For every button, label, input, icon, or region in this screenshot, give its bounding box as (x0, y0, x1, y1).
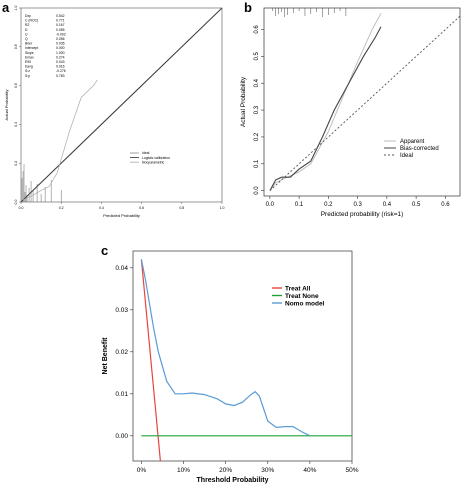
y-tick-label: 0.5 (254, 52, 260, 61)
y-tick-label: 0.6 (14, 83, 18, 88)
x-tick-label: 20% (219, 467, 232, 474)
stat-value: 0.274 (56, 55, 65, 59)
stat-value: 0.055 (56, 28, 65, 32)
series-line-0 (269, 13, 382, 191)
x-tick-label: 1.0 (220, 206, 225, 210)
y-tick-label: 0.01 (115, 391, 128, 398)
y-tick-label: 0.0 (14, 200, 18, 205)
stat-value: 0.035 (56, 42, 65, 46)
series-line-1 (20, 7, 223, 203)
y-tick-label: 0.00 (115, 433, 128, 440)
stat-value: 0.167 (56, 23, 65, 27)
stat-value: 0.056 (56, 37, 65, 41)
legend-label: Ideal (400, 153, 413, 159)
series-line-2 (269, 15, 461, 191)
legend-label: Treat None (285, 293, 319, 300)
x-tick-label: 0.1 (295, 202, 304, 208)
x-tick-label: 0% (137, 467, 147, 474)
stat-label: C (ROC) (25, 19, 38, 23)
stat-label: S:p (25, 74, 30, 78)
stat-label: Q (25, 37, 28, 41)
stat-label: Brier (25, 42, 33, 46)
stat-value: 0.542 (56, 14, 65, 18)
stat-label: E90 (25, 60, 31, 64)
y-tick-label: 0.02 (115, 349, 128, 356)
x-tick-label: 0.5 (412, 202, 421, 208)
y-tick-label: 0.2 (14, 161, 18, 166)
legend-label: Logistic calibration (142, 156, 170, 160)
legend-label: Treat All (285, 285, 311, 292)
series-line-0 (140, 259, 161, 461)
stat-label: D (25, 28, 28, 32)
x-tick-label: 50% (345, 467, 358, 474)
x-tick-label: 0.4 (99, 206, 104, 210)
stat-value: 0.783 (56, 74, 65, 78)
calibration-chart-b: 0.0 0.1 0.2 0.3 0.4 0.5 0.6 0.0 0.1 0.2 0.3 0.4 0.5 0… (240, 7, 461, 218)
legend-label: Nonparametric (142, 160, 165, 164)
x-tick-label: 30% (261, 467, 274, 474)
x-tick-label: 0.2 (59, 206, 64, 210)
plot-frame (132, 250, 353, 462)
stat-label: Emax (25, 55, 34, 59)
panel-label-c: c (101, 243, 109, 258)
stat-value: 0.016 (56, 65, 65, 69)
x-tick-label: 0.4 (383, 202, 392, 208)
stat-value: 0.771 (56, 19, 65, 23)
x-tick-label: 0.6 (139, 206, 144, 210)
y-tick-label: 0.0 (254, 186, 260, 195)
plot-frame (20, 7, 223, 203)
y-tick-label: 1.0 (14, 6, 18, 11)
y-tick-label: 0.3 (254, 105, 260, 114)
stat-label: R2 (25, 23, 29, 27)
legend-label: Nomo model (285, 300, 325, 307)
decision-curve-chart-c: 0% 10% 20% 30% 40% 50% 0.00 0.01 0.02 0.03 0.04 Thr… (102, 250, 359, 484)
calibration-chart-a: 0.0 0.2 0.4 0.6 0.8 1.0 0.0 0.2 0.4 0.6 0.8 1.0 Pred… (4, 6, 225, 218)
plot-frame (263, 7, 461, 197)
y-tick-label: 0.6 (254, 25, 260, 34)
series-line-2 (140, 259, 311, 437)
x-tick-label: 10% (177, 467, 190, 474)
stat-value: 1.000 (56, 51, 65, 55)
y-axis-label: Actual Probability (240, 76, 247, 127)
x-tick-label: 0.0 (19, 206, 24, 210)
x-tick-label: 40% (303, 467, 316, 474)
y-tick-label: 0.4 (254, 78, 260, 87)
x-axis-label: Predicted probability (risk=1) (321, 211, 404, 218)
series-line-1 (269, 26, 382, 191)
y-tick-label: 0.1 (254, 159, 260, 168)
y-tick-label: 0.03 (115, 307, 128, 314)
legend-label: Ideal (142, 151, 150, 155)
panel-label-b: b (244, 0, 252, 15)
stat-label: Dxy (25, 14, 31, 18)
y-tick-label: 0.04 (115, 265, 128, 272)
stat-label: Slope (25, 51, 34, 55)
stat-label: Eavg (25, 65, 33, 69)
series-line-2 (22, 79, 98, 201)
y-tick-label: 0.4 (14, 122, 18, 127)
stat-label: U (25, 32, 28, 36)
panel-label-a: a (2, 0, 10, 15)
x-axis-label: Threshold Probability (197, 477, 269, 484)
legend-label: Apparent (400, 139, 425, 145)
x-tick-label: 0.8 (179, 206, 184, 210)
x-tick-label: 0.6 (441, 202, 450, 208)
x-axis-label: Predicted Probability (103, 213, 140, 218)
y-axis-label: Actual Probability (4, 90, 9, 121)
x-tick-label: 0.3 (353, 202, 362, 208)
y-axis-label: Net Benefit (102, 337, 109, 375)
x-tick-label: 0.0 (266, 202, 275, 208)
y-tick-label: 0.2 (254, 132, 260, 141)
legend-label: Bias-corrected (400, 146, 439, 152)
x-tick-label: 0.2 (324, 202, 333, 208)
stat-label: Intercept (25, 46, 38, 50)
stat-label: S:z (25, 69, 30, 73)
stat-value: -0.276 (56, 69, 66, 73)
stat-value: -0.002 (56, 32, 66, 36)
stat-value: 0.000 (56, 46, 65, 50)
stat-value: 0.043 (56, 60, 65, 64)
y-tick-label: 0.8 (14, 44, 18, 49)
